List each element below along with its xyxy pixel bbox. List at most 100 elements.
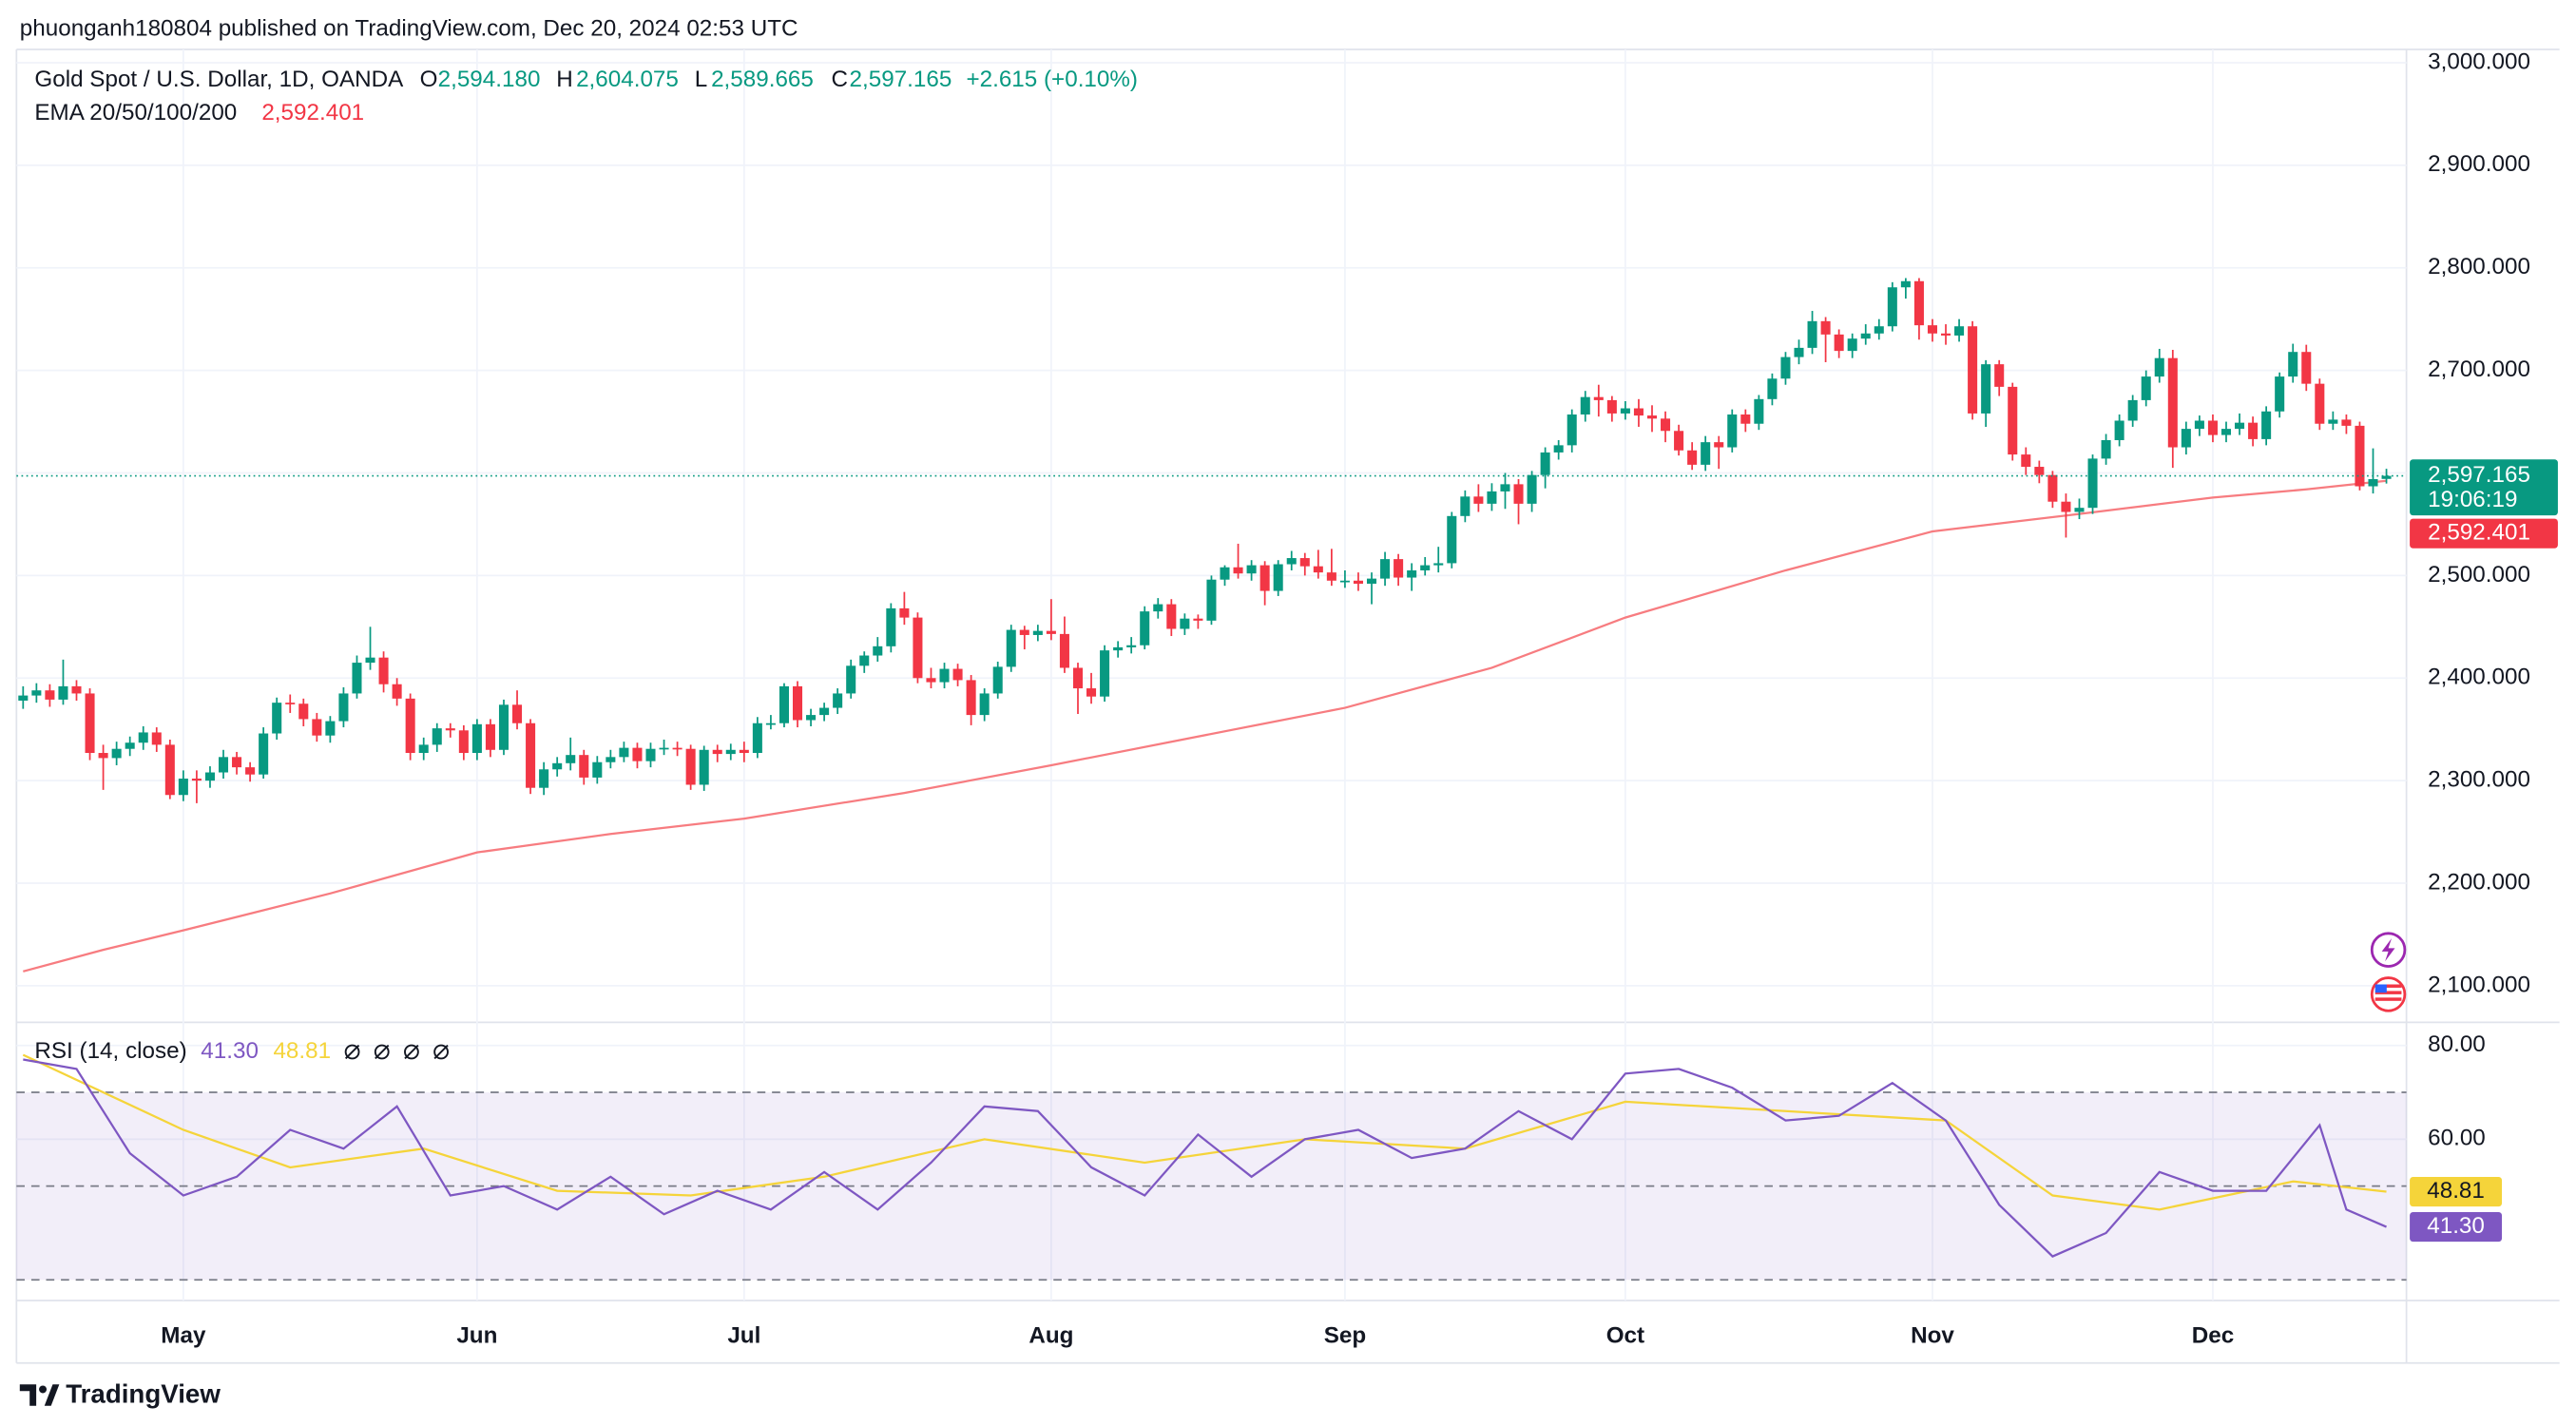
candle-body [445,728,455,731]
candle-body [325,721,336,736]
change-value: +2.615 (+0.10%) [966,67,1138,92]
brand-name: TradingView [66,1379,221,1409]
candle-body [2355,425,2365,487]
rsi-line [22,1053,2387,1211]
candle-body [1046,630,1056,634]
candle-body [1140,611,1150,646]
candle-body [2167,357,2178,448]
candle-body [1072,667,1084,689]
candle-body [526,723,536,788]
candle-body [1620,408,1630,414]
candle-body [272,703,282,734]
candle-body [1754,398,1764,424]
candle-body [1500,484,1510,491]
candle-body [31,690,42,696]
candle-body [979,693,990,716]
candle-body [1420,565,1431,570]
candle-body [1513,484,1524,504]
candle-body [1032,630,1043,635]
candle-body [392,684,402,699]
y-tick-label: 2,800.000 [2428,254,2530,279]
candle-body [1553,445,1564,453]
x-tick-label: Sep [1324,1322,1366,1348]
candle-body [1394,559,1404,578]
economic-event-icon[interactable] [2370,976,2407,1012]
candle-body [2114,420,2124,440]
candle-body [712,749,722,755]
candle-body [365,657,375,664]
ema-badge [2410,518,2558,549]
candle-body [1740,414,1751,424]
candle-body [1633,408,1644,416]
candle-body [685,748,696,785]
candle-body [645,748,656,761]
candle-body [592,761,603,778]
candle-body [2101,439,2111,459]
candle-body [1019,629,1029,635]
candle-body [846,665,856,694]
candle-body [111,748,122,759]
candle-body [471,723,482,754]
candle-body [1206,579,1217,621]
candle-body [2207,420,2218,435]
candle-body [1834,334,1844,352]
last-price-label: 2,597.165 [2428,462,2530,488]
ohlc-letter: H [556,67,573,92]
candle-body [752,723,762,754]
candle-body [1994,364,2005,387]
candle-body [1366,578,1377,585]
candle-body [1968,326,1978,414]
candle-body [2047,474,2058,502]
candle-body [338,693,349,722]
x-tick-label: Jul [727,1322,760,1348]
candle-body [792,685,803,721]
candle-body [2315,383,2325,424]
alert-icon[interactable] [2370,932,2407,968]
candle-body [1246,565,1257,574]
candle-body [579,755,589,778]
y-tick-label: 80.00 [2428,1031,2486,1057]
candle-body [1220,567,1230,580]
ohlc-letter: L [695,67,707,92]
candle-body [1727,414,1738,448]
candle-body [125,742,135,749]
candle-body [833,693,843,708]
candle-body [1900,280,1911,288]
candle-body [285,703,296,704]
candle-body [659,747,669,750]
candle-body [2074,508,2085,512]
candle-body [58,685,68,700]
candle-body [886,607,896,646]
ohlc-letter: O [420,67,438,92]
last-price-badge [2410,459,2558,516]
candle-body [151,732,162,745]
candle-body [1273,564,1283,591]
candle-body [1193,618,1203,621]
candle-body [218,757,229,773]
candle-body [2275,376,2285,412]
ema-legend: EMA 20/50/100/200 [34,100,237,125]
candle-body [1339,580,1350,583]
ohlc-value: 2,597.165 [850,67,952,92]
candle-body [739,749,749,754]
rsi-pane: 60.00 80.00 48.81 41.30 [16,1031,2503,1281]
candle-body [1927,325,1937,334]
candle-body [1473,496,1484,504]
ema-legend-value: 2,592.401 [261,100,364,125]
rsi-line [23,1058,2387,1258]
candle-body [1874,326,1884,334]
candle-body [1059,633,1069,668]
candle-body [966,680,976,716]
candle-body [1887,287,1897,327]
candle-body [405,698,415,754]
candle-body [458,730,469,754]
x-tick-label: Aug [1028,1322,1073,1348]
candle-body [98,753,108,759]
candle-body [899,607,910,618]
candle-body [1807,320,1817,348]
y-tick-label: 2,900.000 [2428,151,2530,177]
candle-body [806,715,817,721]
candle-body [632,747,643,761]
candle-body [1180,618,1190,629]
